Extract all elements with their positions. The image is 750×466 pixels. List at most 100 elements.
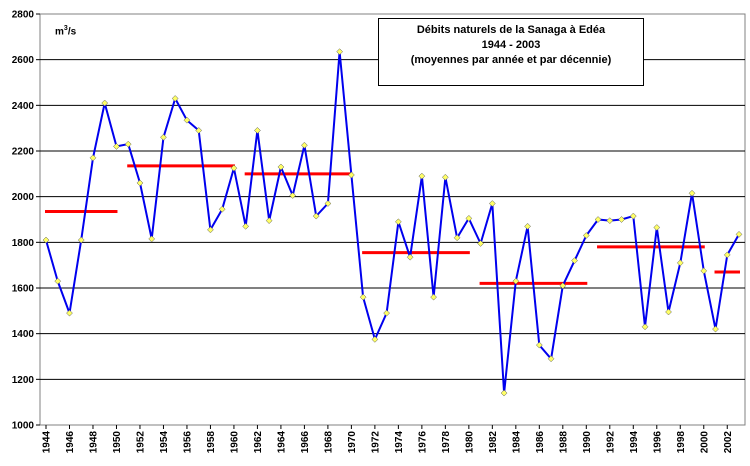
data-point xyxy=(324,200,332,207)
x-tick-label: 1998 xyxy=(676,431,687,454)
data-point xyxy=(312,212,320,220)
data-point xyxy=(277,163,285,171)
y-tick-label: 2400 xyxy=(12,101,35,112)
x-tick-label: 1946 xyxy=(65,431,76,454)
data-point xyxy=(207,226,214,234)
data-point xyxy=(383,309,390,317)
data-point xyxy=(230,164,238,172)
x-tick-label: 1944 xyxy=(42,431,53,454)
data-point xyxy=(218,205,226,213)
data-point xyxy=(688,189,696,197)
data-point xyxy=(336,48,343,56)
y-unit-label: m3/s xyxy=(55,25,76,37)
y-tick-label: 2200 xyxy=(12,147,35,158)
data-point xyxy=(124,140,132,148)
x-tick-label: 1960 xyxy=(229,431,240,454)
chart-title-line-3: (moyennes par année et par décennie) xyxy=(410,54,612,66)
x-tick-label: 1962 xyxy=(253,431,264,454)
chart-title-box: Débits naturels de la Sanaga à Edéa 1944… xyxy=(378,18,644,86)
data-point xyxy=(618,216,625,223)
data-point xyxy=(265,217,273,224)
data-point xyxy=(676,259,684,267)
data-point xyxy=(723,251,731,259)
x-tick-label: 1970 xyxy=(347,431,358,454)
data-point xyxy=(54,277,62,285)
data-point xyxy=(547,355,555,363)
data-point xyxy=(113,143,120,150)
data-point xyxy=(571,257,578,264)
x-tick-label: 1968 xyxy=(323,431,334,454)
y-axis: 1000 1200 1400 1600 1800 2000 2200 2400 2600 2800 xyxy=(12,10,40,432)
data-point xyxy=(183,116,191,124)
data-point xyxy=(160,133,167,141)
y-tick-label: 1800 xyxy=(12,238,35,249)
data-point xyxy=(453,234,461,242)
data-point xyxy=(348,171,355,179)
data-point xyxy=(371,336,379,343)
x-tick-label: 2002 xyxy=(723,431,734,454)
data-point xyxy=(148,235,156,243)
data-point xyxy=(101,99,109,107)
data-point xyxy=(395,218,402,226)
unit-tail: /s xyxy=(67,26,77,38)
data-point xyxy=(641,323,649,331)
data-point xyxy=(301,141,308,149)
data-point xyxy=(665,308,672,316)
data-point xyxy=(735,230,743,238)
x-tick-label: 1958 xyxy=(206,431,217,454)
data-point xyxy=(42,236,50,244)
data-point xyxy=(629,212,637,220)
x-tick-label: 1990 xyxy=(582,431,593,454)
data-point xyxy=(66,309,73,317)
y-tick-label: 1600 xyxy=(12,284,35,295)
data-point xyxy=(559,282,567,290)
data-point xyxy=(242,222,250,230)
data-point xyxy=(89,154,97,162)
data-point xyxy=(512,277,520,285)
data-point xyxy=(430,293,437,301)
x-tick-label: 1952 xyxy=(135,431,146,454)
x-axis: 1944 1946 1948 1950 1952 1954 1956 1958 1960 1962… xyxy=(42,425,734,453)
y-tick-label: 1200 xyxy=(12,375,35,386)
y-tick-label: 2800 xyxy=(12,10,35,21)
data-point xyxy=(524,222,531,230)
data-point xyxy=(442,173,449,181)
data-point xyxy=(488,200,496,207)
x-tick-label: 1982 xyxy=(488,431,499,454)
data-point xyxy=(254,127,261,134)
data-point xyxy=(465,215,473,222)
data-point xyxy=(700,267,708,275)
data-point xyxy=(653,224,661,231)
data-point xyxy=(406,253,414,261)
x-tick-label: 2000 xyxy=(699,431,710,454)
data-point xyxy=(477,240,484,247)
x-tick-label: 1956 xyxy=(182,431,193,454)
x-tick-label: 1980 xyxy=(464,431,475,454)
x-tick-label: 1964 xyxy=(276,431,287,454)
x-tick-label: 1992 xyxy=(605,431,616,454)
data-point xyxy=(582,232,590,239)
data-point xyxy=(535,341,543,349)
x-tick-label: 1966 xyxy=(300,431,311,454)
x-tick-label: 1996 xyxy=(652,431,663,454)
data-point xyxy=(136,179,144,187)
y-tick-label: 2600 xyxy=(12,55,35,66)
data-point xyxy=(594,216,602,223)
data-point xyxy=(500,389,508,397)
x-tick-label: 1950 xyxy=(112,431,123,454)
chart-title-line-1: Débits naturels de la Sanaga à Edéa xyxy=(416,24,606,36)
x-tick-label: 1984 xyxy=(511,431,522,454)
unit-base: m xyxy=(55,26,64,38)
y-tick-label: 2000 xyxy=(12,192,35,203)
data-point xyxy=(195,127,203,134)
data-point xyxy=(418,172,426,180)
data-point xyxy=(171,95,179,102)
x-tick-label: 1978 xyxy=(441,431,452,454)
x-tick-label: 1988 xyxy=(558,431,569,454)
x-tick-label: 1994 xyxy=(629,431,640,454)
x-tick-label: 1954 xyxy=(159,431,170,454)
x-tick-label: 1986 xyxy=(535,431,546,454)
x-tick-label: 1974 xyxy=(394,431,405,454)
y-tick-label: 1400 xyxy=(12,329,35,340)
